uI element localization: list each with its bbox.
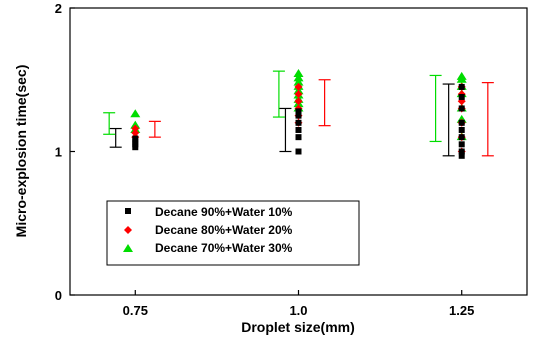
data-point-diamond [294, 90, 303, 99]
legend-label-2: Decane 70%+Water 30% [155, 241, 293, 255]
x-tick-label: 1.0 [289, 303, 307, 318]
data-point-square [295, 119, 302, 126]
data-point-square [295, 134, 302, 141]
legend-label-1: Decane 80%+Water 20% [155, 223, 293, 237]
data-point-square [458, 152, 465, 159]
data-point-diamond [131, 124, 140, 133]
x-tick-label: 1.25 [449, 303, 474, 318]
data-point-diamond [131, 128, 140, 137]
data-point-square [458, 134, 465, 141]
y-tick-label: 0 [55, 288, 62, 303]
x-axis: 0.75 1.0 1.25 [123, 290, 474, 318]
legend-box [106, 200, 360, 266]
data-point-triangle [293, 73, 304, 82]
y-tick-label: 1 [55, 145, 62, 160]
data-points [130, 69, 467, 159]
data-point-diamond [294, 82, 303, 91]
data-point-diamond [294, 97, 303, 106]
legend-marker-diamond [124, 226, 132, 234]
data-point-square [295, 148, 302, 155]
data-point-square [458, 93, 465, 100]
data-point-square [295, 112, 302, 119]
data-point-square [458, 105, 465, 112]
data-point-square [295, 108, 302, 115]
data-point-triangle [130, 109, 141, 118]
data-point-square [458, 119, 465, 126]
legend: Decane 90%+Water 10% Decane 80%+Water 20… [106, 200, 360, 266]
range-bars [103, 70, 494, 157]
data-point-square [458, 126, 465, 133]
data-point-square [295, 126, 302, 133]
y-axis-title: Micro-explosion time(sec) [13, 65, 29, 238]
x-axis-title: Droplet size(mm) [241, 319, 355, 335]
data-point-square [132, 135, 139, 142]
legend-marker-triangle [123, 244, 133, 252]
legend-marker-square [125, 208, 131, 214]
legend-label-0: Decane 90%+Water 10% [155, 205, 293, 219]
data-point-triangle [293, 77, 304, 86]
data-point-square [458, 83, 465, 90]
data-point-triangle [293, 69, 304, 78]
y-axis: 0 1 2 [55, 1, 75, 303]
y-tick-label: 2 [55, 1, 62, 16]
data-point-square [458, 141, 465, 148]
data-point-square [458, 148, 465, 155]
data-point-triangle [456, 71, 467, 80]
x-tick-label: 0.75 [123, 303, 148, 318]
